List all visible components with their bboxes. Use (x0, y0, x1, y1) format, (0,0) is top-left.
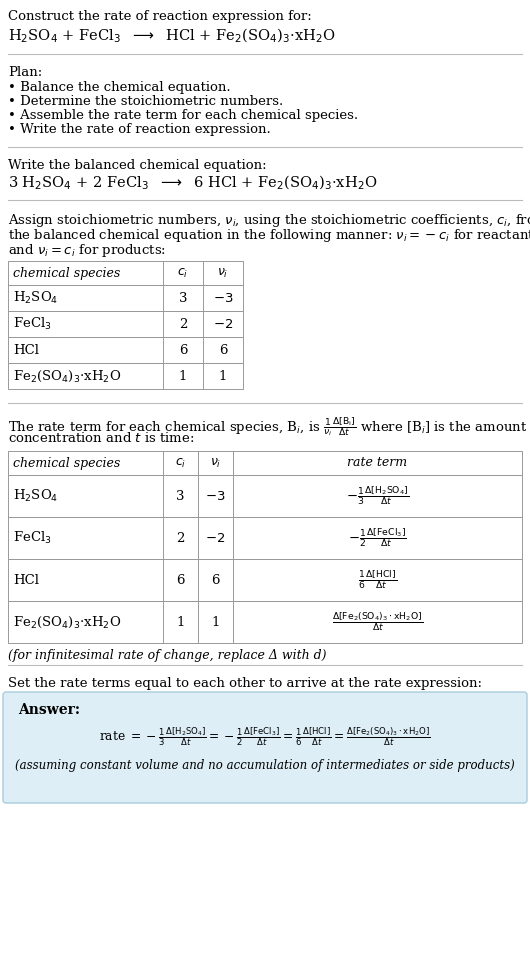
Text: Fe$_2$(SO$_4$)$_3$·xH$_2$O: Fe$_2$(SO$_4$)$_3$·xH$_2$O (13, 368, 121, 384)
Text: $\frac{1}{6}\frac{\Delta[\mathrm{HCl}]}{\Delta t}$: $\frac{1}{6}\frac{\Delta[\mathrm{HCl}]}{… (358, 569, 397, 591)
Text: 3: 3 (176, 490, 185, 503)
Text: $c_i$: $c_i$ (178, 266, 189, 279)
Text: 1: 1 (176, 616, 184, 629)
Bar (8, 337, 243, 363)
Text: H$_2$SO$_4$ + FeCl$_3$  $\longrightarrow$  HCl + Fe$_2$(SO$_4$)$_3$·xH$_2$O: H$_2$SO$_4$ + FeCl$_3$ $\longrightarrow$… (8, 27, 335, 46)
Text: Plan:: Plan: (8, 66, 42, 79)
Text: rate $= -\frac{1}{3}\frac{\Delta[\mathrm{H_2SO_4}]}{\Delta t}= -\frac{1}{2}\frac: rate $= -\frac{1}{3}\frac{\Delta[\mathrm… (99, 726, 431, 749)
Bar (8, 285, 243, 311)
Text: $\nu_i$: $\nu_i$ (217, 266, 228, 279)
Bar (8, 517, 522, 559)
Text: 6: 6 (219, 344, 227, 356)
Text: FeCl$_3$: FeCl$_3$ (13, 530, 51, 546)
Text: $-2$: $-2$ (206, 532, 226, 545)
Bar (8, 451, 522, 475)
Text: FeCl$_3$: FeCl$_3$ (13, 316, 51, 332)
Bar (8, 363, 243, 389)
Bar (8, 261, 243, 285)
Text: concentration and $t$ is time:: concentration and $t$ is time: (8, 431, 195, 445)
Text: $c_i$: $c_i$ (175, 457, 186, 469)
Text: Construct the rate of reaction expression for:: Construct the rate of reaction expressio… (8, 10, 312, 23)
Bar (8, 475, 522, 517)
Text: Set the rate terms equal to each other to arrive at the rate expression:: Set the rate terms equal to each other t… (8, 677, 482, 690)
Text: chemical species: chemical species (13, 266, 120, 279)
Text: (assuming constant volume and no accumulation of intermediates or side products): (assuming constant volume and no accumul… (15, 759, 515, 772)
Text: rate term: rate term (348, 457, 408, 469)
Text: • Assemble the rate term for each chemical species.: • Assemble the rate term for each chemic… (8, 109, 358, 122)
Text: 1: 1 (179, 370, 187, 383)
Bar (8, 601, 522, 643)
Text: • Write the rate of reaction expression.: • Write the rate of reaction expression. (8, 123, 271, 136)
Text: 2: 2 (179, 317, 187, 331)
Text: $\frac{\Delta[\mathrm{Fe_2(SO_4)_3\cdot xH_2O}]}{\Delta t}$: $\frac{\Delta[\mathrm{Fe_2(SO_4)_3\cdot … (332, 611, 423, 633)
Text: 6: 6 (211, 574, 220, 587)
Text: Assign stoichiometric numbers, $\nu_i$, using the stoichiometric coefficients, $: Assign stoichiometric numbers, $\nu_i$, … (8, 212, 530, 229)
Text: Answer:: Answer: (18, 703, 80, 717)
Text: the balanced chemical equation in the following manner: $\nu_i = -c_i$ for react: the balanced chemical equation in the fo… (8, 227, 530, 244)
Text: 3 H$_2$SO$_4$ + 2 FeCl$_3$  $\longrightarrow$  6 HCl + Fe$_2$(SO$_4$)$_3$·xH$_2$: 3 H$_2$SO$_4$ + 2 FeCl$_3$ $\longrightar… (8, 174, 377, 192)
Text: 6: 6 (179, 344, 187, 356)
Text: The rate term for each chemical species, B$_i$, is $\frac{1}{\nu_i}\frac{\Delta[: The rate term for each chemical species,… (8, 415, 527, 438)
Text: 1: 1 (211, 616, 220, 629)
Text: • Determine the stoichiometric numbers.: • Determine the stoichiometric numbers. (8, 95, 283, 108)
Text: $\nu_i$: $\nu_i$ (210, 457, 221, 469)
Text: Fe$_2$(SO$_4$)$_3$·xH$_2$O: Fe$_2$(SO$_4$)$_3$·xH$_2$O (13, 615, 121, 630)
Text: and $\nu_i = c_i$ for products:: and $\nu_i = c_i$ for products: (8, 242, 166, 259)
Text: HCl: HCl (13, 344, 39, 356)
Text: 6: 6 (176, 574, 185, 587)
Text: H$_2$SO$_4$: H$_2$SO$_4$ (13, 290, 58, 306)
Text: H$_2$SO$_4$: H$_2$SO$_4$ (13, 488, 58, 504)
Text: $-3$: $-3$ (213, 292, 233, 305)
Text: (for infinitesimal rate of change, replace Δ with d): (for infinitesimal rate of change, repla… (8, 649, 326, 662)
Text: 3: 3 (179, 292, 187, 305)
Text: HCl: HCl (13, 574, 39, 587)
Text: 2: 2 (176, 532, 184, 545)
Text: • Balance the chemical equation.: • Balance the chemical equation. (8, 81, 231, 94)
Text: $-\frac{1}{3}\frac{\Delta[\mathrm{H_2SO_4}]}{\Delta t}$: $-\frac{1}{3}\frac{\Delta[\mathrm{H_2SO_… (346, 484, 409, 508)
Text: $-2$: $-2$ (213, 317, 233, 331)
Text: Write the balanced chemical equation:: Write the balanced chemical equation: (8, 159, 267, 172)
FancyBboxPatch shape (3, 692, 527, 803)
Text: chemical species: chemical species (13, 457, 120, 469)
Text: $-3$: $-3$ (205, 490, 226, 503)
Text: $-\frac{1}{2}\frac{\Delta[\mathrm{FeCl_3}]}{\Delta t}$: $-\frac{1}{2}\frac{\Delta[\mathrm{FeCl_3… (348, 527, 407, 549)
Bar (8, 559, 522, 601)
Text: 1: 1 (219, 370, 227, 383)
Bar (8, 311, 243, 337)
